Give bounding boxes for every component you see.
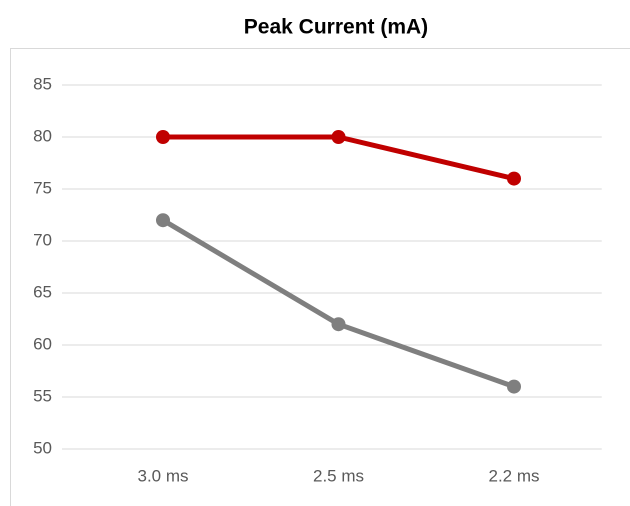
y-tick-label: 70 — [33, 230, 52, 249]
point — [507, 171, 521, 186]
point — [331, 130, 346, 144]
chart-frame — [10, 48, 630, 506]
point — [331, 317, 346, 332]
series-line — [161, 218, 515, 389]
y-tick-label: 85 — [33, 74, 52, 93]
y-tick-label: 55 — [33, 386, 52, 405]
point — [507, 379, 521, 394]
y-tick-label: 50 — [33, 438, 52, 457]
chart-title: Peak Current (mA) — [244, 16, 428, 39]
point — [156, 213, 170, 228]
x-tick-label: 2.5 ms — [313, 466, 364, 485]
x-tick-label: 3.0 ms — [137, 466, 188, 485]
y-tick-label: 75 — [33, 178, 52, 197]
point — [156, 130, 170, 144]
x-tick-label: 2.2 ms — [488, 466, 539, 485]
y-tick-label: 60 — [33, 334, 52, 353]
y-tick-label: 80 — [33, 126, 52, 145]
y-tick-label: 65 — [33, 282, 52, 301]
